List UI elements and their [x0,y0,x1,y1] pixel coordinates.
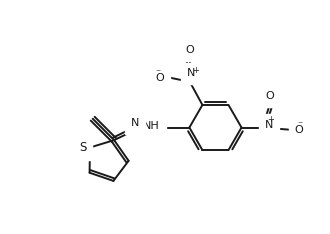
Text: ⁻: ⁻ [298,121,303,130]
Text: NH: NH [143,121,160,131]
Text: O: O [265,91,274,102]
Text: O: O [185,45,194,55]
Text: N: N [265,120,273,130]
Text: +: + [267,115,274,124]
Text: +: + [192,66,199,75]
Text: O: O [155,73,164,83]
Text: O: O [294,125,303,135]
Text: N: N [186,69,195,78]
Text: ⁻: ⁻ [156,68,161,78]
Text: N: N [131,118,139,128]
Text: S: S [79,141,86,154]
